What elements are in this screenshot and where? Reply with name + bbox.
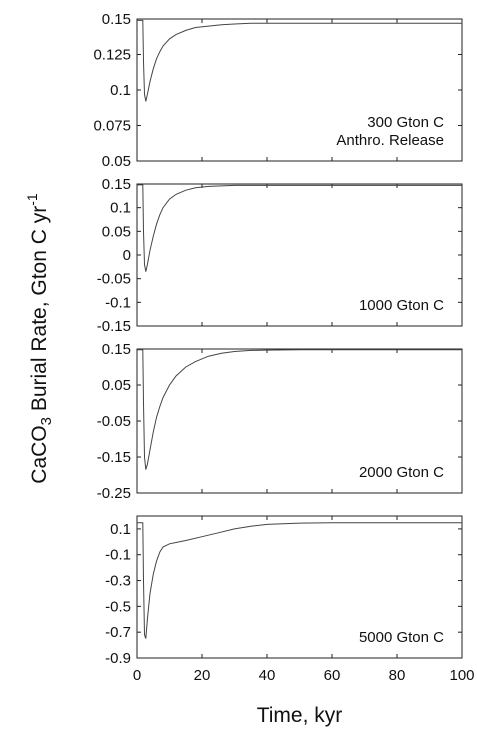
y-axis-title-superscript: -1 (24, 193, 40, 206)
x-tick-label: 20 (194, 667, 211, 684)
panel-label: Anthro. Release (336, 132, 444, 149)
y-tick-label: 0.075 (93, 118, 131, 135)
y-tick-label: -0.15 (97, 318, 131, 335)
x-axis-title: Time, kyr (257, 704, 343, 727)
x-tick-label: 60 (324, 667, 341, 684)
panel-label: 1000 Gton C (359, 297, 444, 314)
y-tick-label: 0.15 (102, 176, 131, 193)
series-line (137, 19, 462, 102)
y-tick-label: -0.25 (97, 485, 131, 502)
y-tick-label: 0.15 (102, 341, 131, 358)
y-tick-label: 0.05 (102, 223, 131, 240)
series-line (137, 184, 462, 272)
panel-2: 0.15 0.1 0.05 0 -0.05 -0.1 -0.15 1000 Gton C (97, 176, 463, 335)
y-tick-label: 0.05 (102, 153, 131, 170)
y-tick-label: -0.3 (105, 573, 131, 590)
panel-4: 0.1 -0.1 -0.3 -0.5 -0.7 -0.9 5000 Gton C (105, 515, 463, 667)
series-line (137, 522, 462, 639)
y-tick-label: -0.05 (97, 413, 131, 430)
y-tick-label: -0.05 (97, 271, 131, 288)
y-tick-label: -0.7 (105, 624, 131, 641)
y-tick-label: -0.9 (105, 650, 131, 667)
y-tick-label: -0.5 (105, 598, 131, 615)
x-axis: 0 20 40 60 80 100 (133, 667, 475, 684)
y-tick-label: -0.1 (105, 294, 131, 311)
y-tick-label: 0.1 (110, 521, 131, 538)
x-tick-label: 100 (449, 667, 474, 684)
y-axis-title-subscript: 3 (38, 417, 55, 425)
y-tick-label: 0.1 (110, 82, 131, 99)
panel-label: 2000 Gton C (359, 464, 444, 481)
y-axis-title-rest: Burial Rate, Gton C yr (28, 206, 51, 417)
y-tick-label: 0.125 (93, 47, 131, 64)
panel-label: 5000 Gton C (359, 629, 444, 646)
x-tick-label: 80 (389, 667, 406, 684)
series-line (137, 349, 462, 470)
y-axis-title: CaCO3 Burial Rate, Gton C yr-1 (24, 193, 55, 484)
panel-label: 300 Gton C (367, 114, 444, 131)
y-tick-label: 0.15 (102, 11, 131, 28)
y-tick-label: 0 (123, 247, 131, 264)
panel-3: 0.15 0.05 -0.05 -0.15 -0.25 2000 Gton C (97, 341, 463, 502)
y-tick-label: -0.1 (105, 547, 131, 564)
y-tick-label: -0.15 (97, 449, 131, 466)
y-axis-title-main: CaCO (28, 425, 51, 483)
y-tick-label: 0.1 (110, 200, 131, 217)
x-tick-label: 40 (259, 667, 276, 684)
panel-frame (136, 515, 463, 659)
y-tick-label: 0.05 (102, 377, 131, 394)
x-tick-label: 0 (133, 667, 141, 684)
